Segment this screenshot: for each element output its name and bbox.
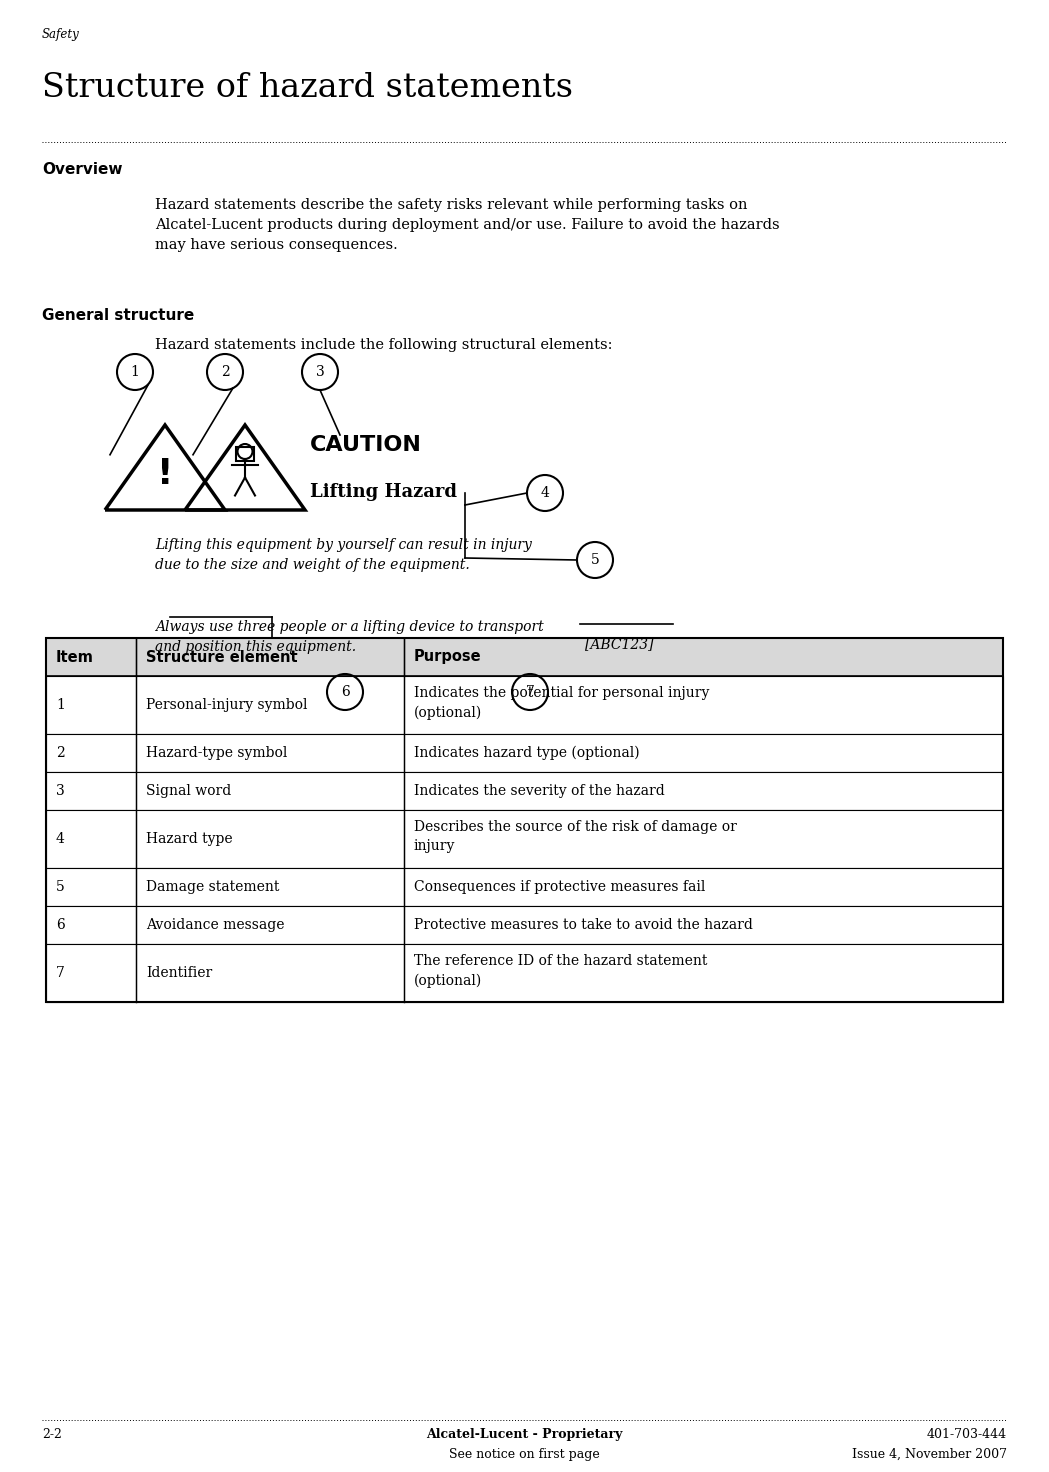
Text: 4: 4 — [540, 486, 550, 500]
Text: General structure: General structure — [42, 308, 194, 322]
Text: 2-2: 2-2 — [42, 1428, 62, 1441]
Text: 2: 2 — [220, 365, 230, 378]
Text: Protective measures to take to avoid the hazard: Protective measures to take to avoid the… — [414, 919, 753, 932]
Text: Avoidance message: Avoidance message — [146, 919, 284, 932]
Text: See notice on first page: See notice on first page — [449, 1448, 600, 1462]
Bar — [46, 735, 1003, 771]
Text: 7: 7 — [56, 966, 65, 980]
Text: 7: 7 — [526, 684, 534, 699]
Text: Alcatel-Lucent - Proprietary: Alcatel-Lucent - Proprietary — [426, 1428, 623, 1441]
Text: Hazard statements describe the safety risks relevant while performing tasks on
A: Hazard statements describe the safety ri… — [155, 199, 779, 252]
Text: 3: 3 — [56, 785, 65, 798]
Text: 5: 5 — [591, 553, 599, 567]
Text: Hazard type: Hazard type — [146, 832, 233, 846]
Bar — [46, 944, 1003, 1002]
Text: Always use three people or a lifting device to transport
and position this equip: Always use three people or a lifting dev… — [155, 620, 543, 654]
Text: 401-703-444: 401-703-444 — [927, 1428, 1007, 1441]
Text: Hazard statements include the following structural elements:: Hazard statements include the following … — [155, 339, 613, 352]
Text: Structure of hazard statements: Structure of hazard statements — [42, 72, 573, 105]
Text: 5: 5 — [56, 880, 65, 894]
Text: Overview: Overview — [42, 162, 123, 177]
Bar — [46, 771, 1003, 810]
Text: Consequences if protective measures fail: Consequences if protective measures fail — [414, 880, 705, 894]
Text: Indicates hazard type (optional): Indicates hazard type (optional) — [414, 746, 640, 760]
Text: CAUTION: CAUTION — [311, 436, 422, 455]
Text: 1: 1 — [56, 698, 65, 712]
Text: 2: 2 — [56, 746, 65, 760]
Text: Item: Item — [56, 649, 93, 664]
Bar — [46, 676, 1003, 735]
Text: Describes the source of the risk of damage or
injury: Describes the source of the risk of dama… — [414, 820, 736, 854]
Bar — [46, 868, 1003, 905]
Text: [ABC123]: [ABC123] — [585, 637, 654, 651]
Text: 6: 6 — [56, 919, 65, 932]
Text: 4: 4 — [56, 832, 65, 846]
Text: Lifting this equipment by yourself can result in injury
due to the size and weig: Lifting this equipment by yourself can r… — [155, 537, 532, 571]
Text: !: ! — [156, 458, 173, 492]
Text: Lifting Hazard: Lifting Hazard — [311, 483, 457, 500]
Text: Identifier: Identifier — [146, 966, 212, 980]
Text: Issue 4, November 2007: Issue 4, November 2007 — [852, 1448, 1007, 1462]
Bar — [236, 447, 254, 462]
Bar — [46, 637, 1003, 1002]
Bar — [46, 637, 1003, 676]
Bar — [46, 905, 1003, 944]
Text: Indicates the potential for personal injury
(optional): Indicates the potential for personal inj… — [414, 686, 709, 720]
Text: 3: 3 — [316, 365, 324, 378]
Text: The reference ID of the hazard statement
(optional): The reference ID of the hazard statement… — [414, 954, 707, 988]
Text: 1: 1 — [130, 365, 140, 378]
Text: Purpose: Purpose — [414, 649, 481, 664]
Text: Structure element: Structure element — [146, 649, 298, 664]
Text: 6: 6 — [341, 684, 349, 699]
Bar — [46, 810, 1003, 868]
Text: Safety: Safety — [42, 28, 80, 41]
Text: Damage statement: Damage statement — [146, 880, 279, 894]
Text: Signal word: Signal word — [146, 785, 231, 798]
Text: Indicates the severity of the hazard: Indicates the severity of the hazard — [414, 785, 665, 798]
Text: Personal-injury symbol: Personal-injury symbol — [146, 698, 307, 712]
Text: Hazard-type symbol: Hazard-type symbol — [146, 746, 287, 760]
